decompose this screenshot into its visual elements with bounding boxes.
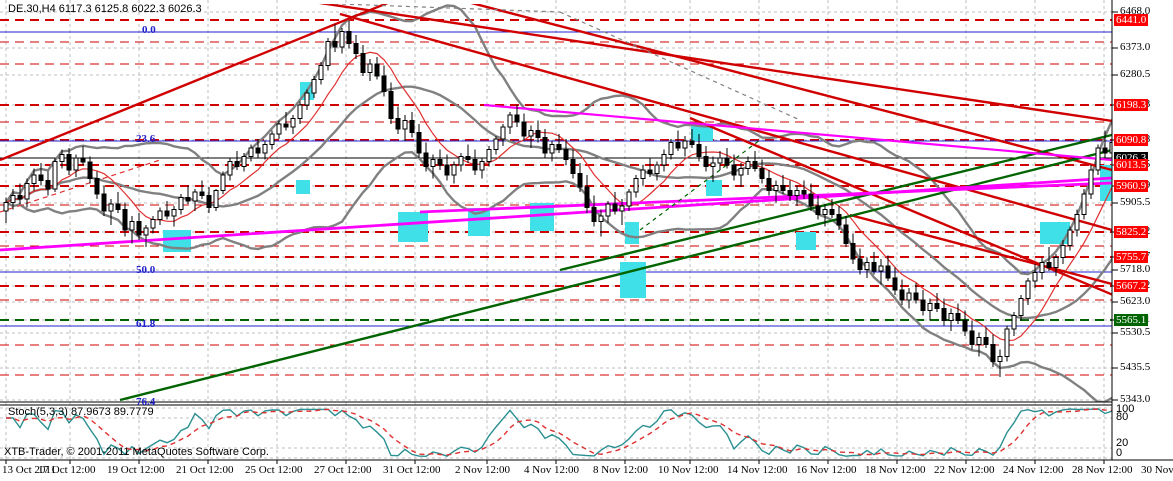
time-tick-marks <box>5 460 1105 464</box>
moving-average-line <box>5 51 1112 342</box>
candlestick-series[interactable] <box>3 21 1135 378</box>
horizontal-gridlines <box>0 11 1112 401</box>
trendlines[interactable] <box>0 0 1173 402</box>
horizontal-price-levels <box>0 19 1112 376</box>
main-pane[interactable] <box>0 0 1173 404</box>
stochastic-signal-line <box>6 408 1112 456</box>
stochastic-main-line <box>6 408 1112 458</box>
stochastic-gridlines <box>0 407 1112 459</box>
stochastic-pane[interactable] <box>0 407 1133 459</box>
